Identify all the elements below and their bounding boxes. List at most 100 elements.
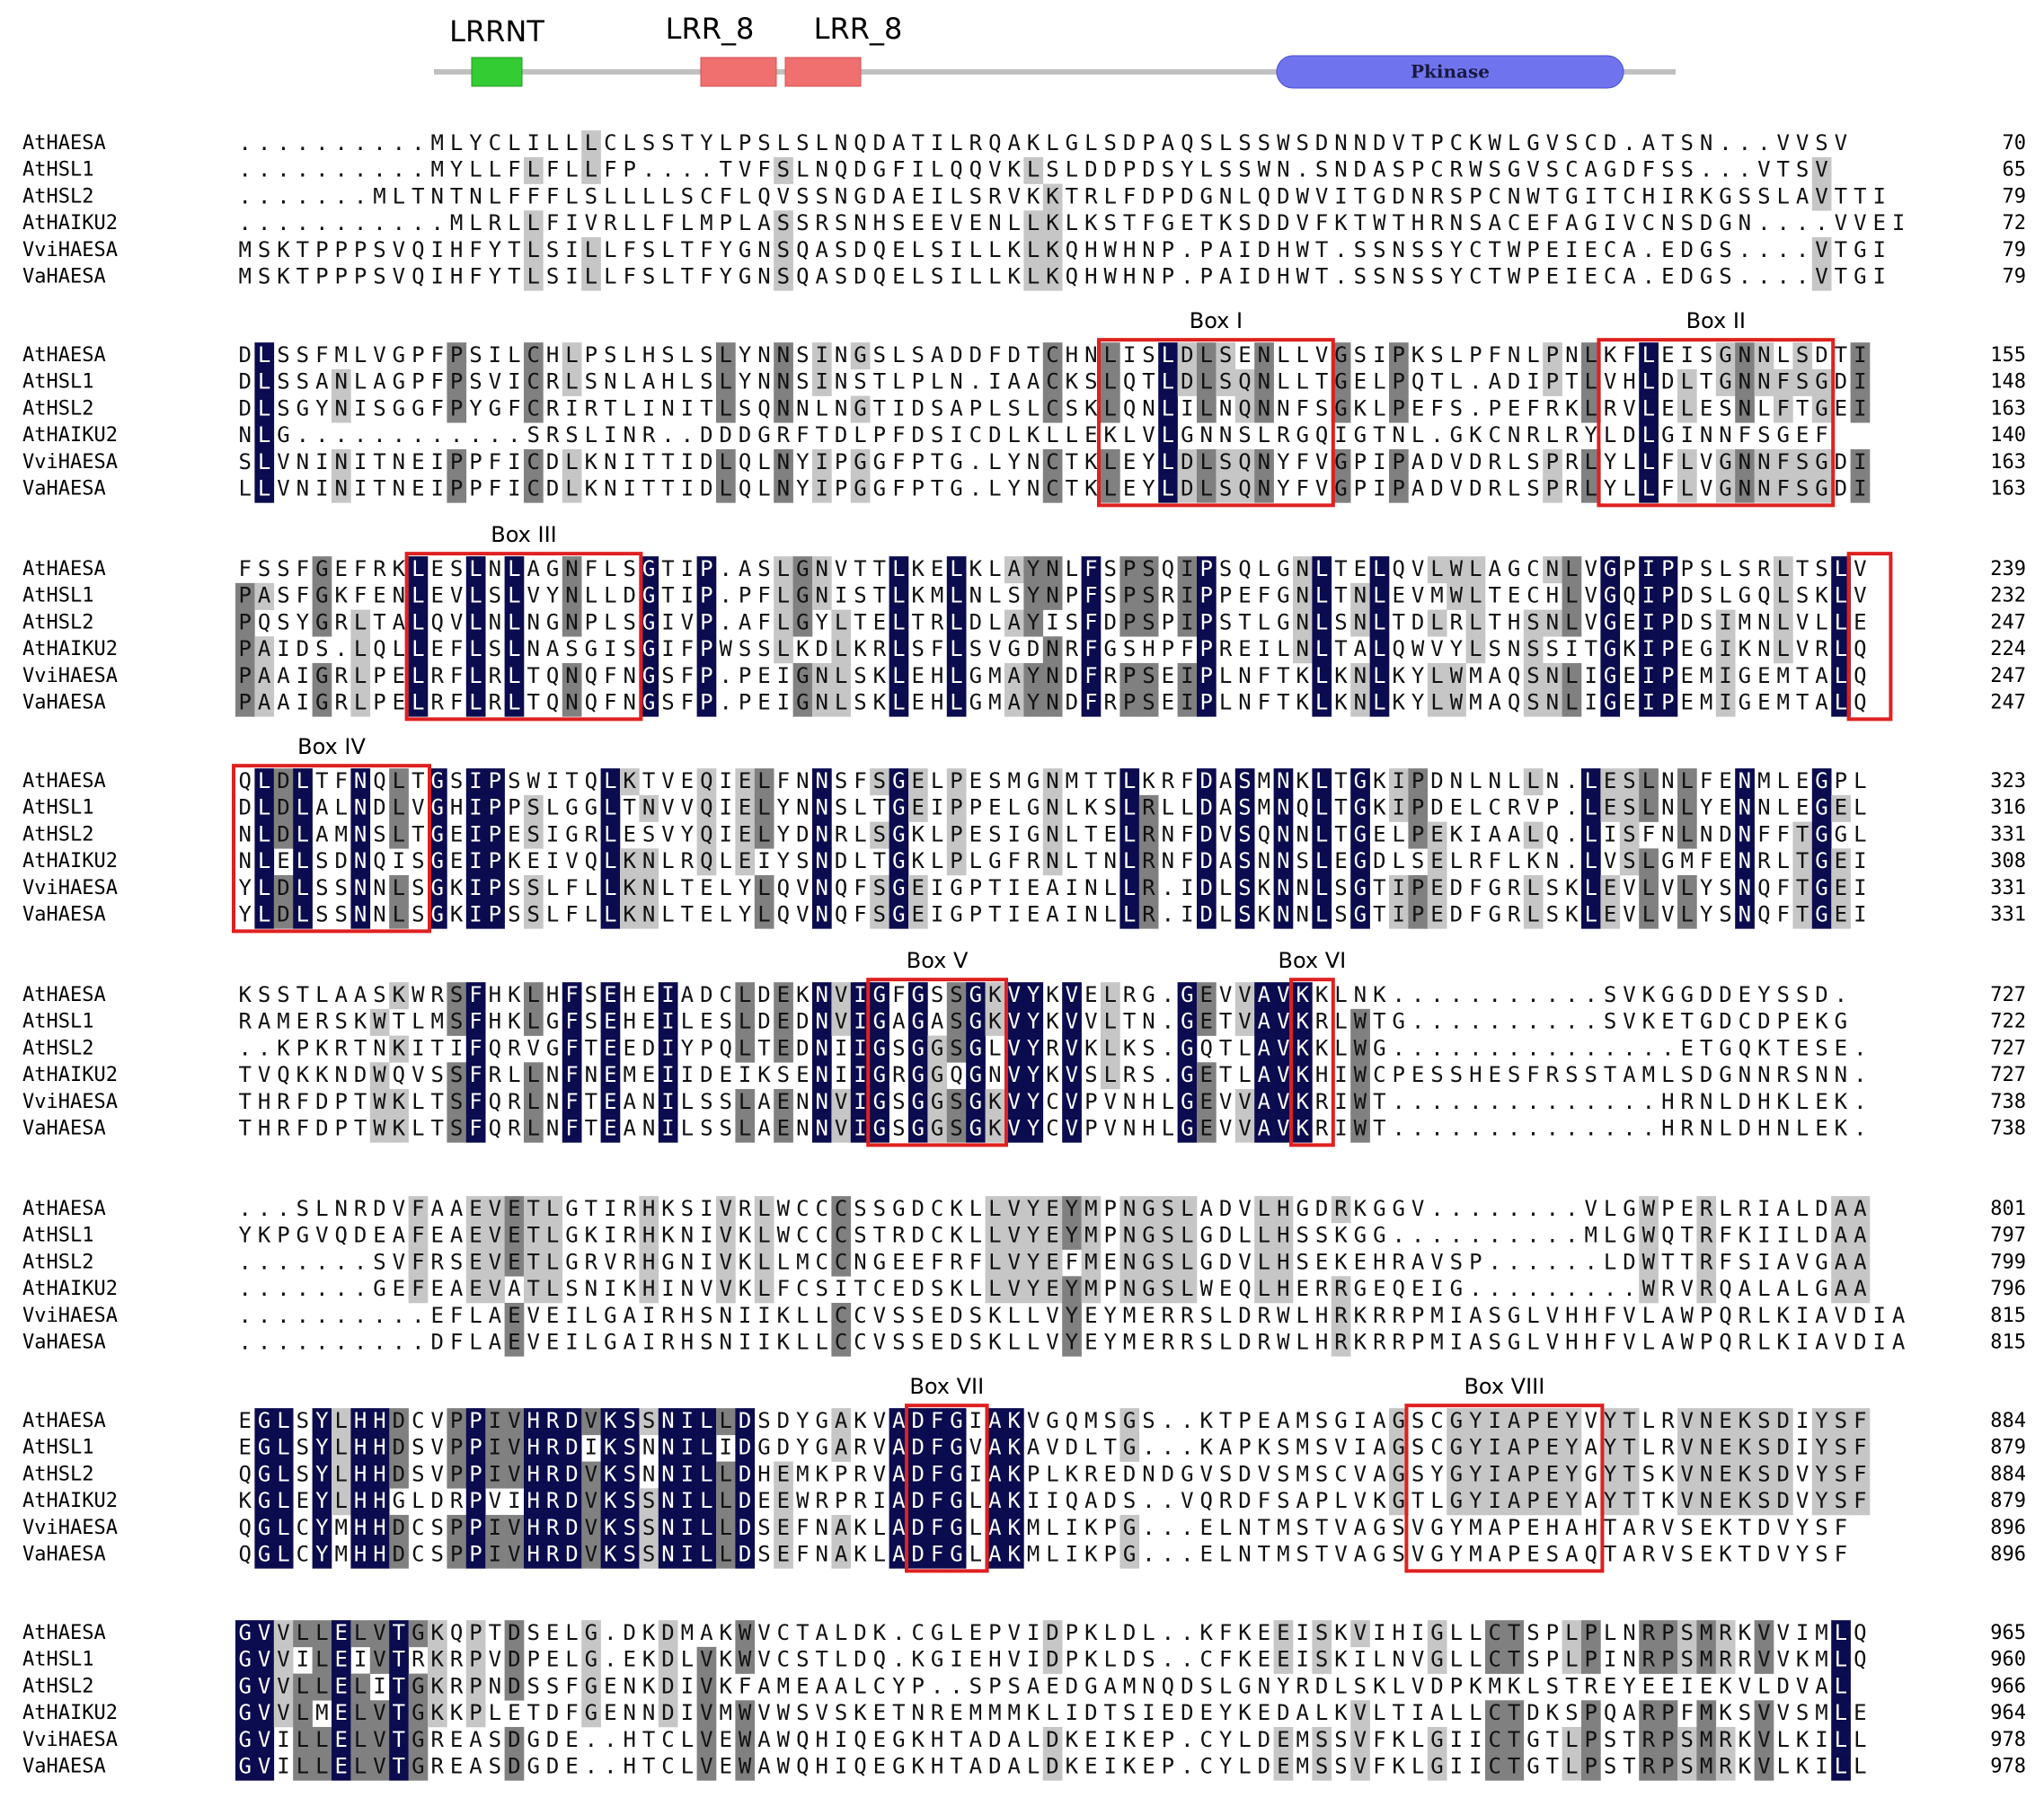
residue-number: 331 xyxy=(1990,904,2026,926)
sequence: ..........DFLAEVEILGAIRHSNIIKLLCCVSSEDSK… xyxy=(238,1330,1905,1355)
residue-number: 738 xyxy=(1990,1091,2026,1113)
sequence-name: VviHAESA xyxy=(22,877,118,899)
domain-label: Pkinase xyxy=(1411,61,1490,83)
box-label: Box VI xyxy=(1279,948,1347,973)
box-label: Box IV xyxy=(297,734,366,759)
sequence-name: VaHAESA xyxy=(22,1332,106,1354)
box-label: Box III xyxy=(491,522,556,547)
residue-number: 960 xyxy=(1990,1649,2026,1671)
residue-number: 247 xyxy=(1990,692,2026,714)
sequence-name: VaHAESA xyxy=(22,478,106,500)
sequence-name: AtHAESA xyxy=(22,132,106,155)
sequence: LLVNINITNEIPPFICDLKNITTIDLQLNYIPGGFPTG.L… xyxy=(238,476,1866,501)
residue-number: 884 xyxy=(1990,1410,2026,1432)
residue-number: 815 xyxy=(1990,1305,2026,1327)
residue-number: 308 xyxy=(1990,850,2026,872)
residue-number: 232 xyxy=(1990,585,2026,607)
residue-number: 163 xyxy=(1990,478,2026,500)
sequence-name: AtHAIKU2 xyxy=(22,850,118,872)
sequence-name: VaHAESA xyxy=(22,1118,106,1140)
residue-number: 799 xyxy=(1990,1251,2026,1273)
residue-number: 148 xyxy=(1990,371,2026,394)
residue-number: 79 xyxy=(2003,266,2027,288)
residue-number: 801 xyxy=(1990,1198,2026,1220)
residue-number: 65 xyxy=(2003,159,2027,182)
residue-number: 978 xyxy=(1990,1756,2026,1778)
sequence-name: AtHAIKU2 xyxy=(22,1490,118,1512)
residue-number: 727 xyxy=(1990,984,2026,1006)
sequence-name: VviHAESA xyxy=(22,1305,118,1327)
box-label: Box VIII xyxy=(1464,1374,1544,1399)
residue-number: 896 xyxy=(1990,1517,2026,1539)
sequence: DLSSANLAGPFPSVICRLSNLAHLSLYNNSINSTLPLN.I… xyxy=(238,369,1866,394)
residue-number: 965 xyxy=(1990,1622,2026,1644)
residue-number: 224 xyxy=(1990,638,2026,660)
sequence-name: AtHSL2 xyxy=(22,1463,93,1485)
sequence-name: AtHSL2 xyxy=(22,611,93,633)
sequence-name: AtHSL1 xyxy=(22,797,93,819)
sequence-name: AtHAIKU2 xyxy=(22,1064,118,1086)
box-label: Box I xyxy=(1190,308,1243,333)
sequence-name: VaHAESA xyxy=(22,1756,106,1778)
residue-number: 978 xyxy=(1990,1729,2026,1751)
sequence-name: AtHAESA xyxy=(22,770,106,793)
sequence-name: AtHSL2 xyxy=(22,1037,93,1059)
residue-number: 331 xyxy=(1990,823,2026,846)
sequence: GVVLLELITGKRPNDSSFGENKDIVKFAMEAALCYP..SP… xyxy=(238,1673,1847,1698)
sequence: SLVNINITNEIPPFICDLKNITTIDLQLNYIPGGFPTG.L… xyxy=(238,449,1866,474)
residue-number: 966 xyxy=(1990,1675,2026,1697)
domain-label: LRR_8 xyxy=(814,12,903,46)
sequence-name: AtHSL1 xyxy=(22,1649,93,1671)
residue-number: 796 xyxy=(1990,1278,2026,1300)
sequence-name: AtHSL2 xyxy=(22,823,93,846)
residue-number: 70 xyxy=(2003,132,2027,155)
sequence-name: AtHAESA xyxy=(22,558,106,580)
residue-number: 738 xyxy=(1990,1118,2026,1140)
residue-number: 163 xyxy=(1990,451,2026,474)
residue-number: 140 xyxy=(1990,424,2026,447)
sequence-name: AtHAIKU2 xyxy=(22,424,118,447)
residue-number: 323 xyxy=(1990,770,2026,793)
sequence-name: AtHSL1 xyxy=(22,1437,93,1459)
residue-number: 964 xyxy=(1990,1702,2026,1724)
residue-number: 879 xyxy=(1990,1490,2026,1512)
sequence: GVILLELVTGREASDGDE..HTCLVEWAWQHIQEGKHTAD… xyxy=(238,1754,1866,1779)
residue-number: 239 xyxy=(1990,558,2026,580)
residue-number: 879 xyxy=(1990,1437,2026,1459)
residue-number: 79 xyxy=(2003,185,2027,208)
sequence-name: VaHAESA xyxy=(22,692,106,714)
residue-number: 727 xyxy=(1990,1037,2026,1059)
sequence-name: AtHAIKU2 xyxy=(22,212,118,235)
domain-lrrnt xyxy=(472,58,522,86)
sequence-name: AtHAESA xyxy=(22,984,106,1006)
sequence-name: AtHAESA xyxy=(22,1622,106,1644)
box-label: Box II xyxy=(1686,308,1746,333)
residue-number: 79 xyxy=(2003,239,2027,261)
sequence-name: AtHSL1 xyxy=(22,1011,93,1033)
sequence-name: AtHSL1 xyxy=(22,159,93,182)
sequence-name: VaHAESA xyxy=(22,1544,106,1566)
sequence-name: AtHSL2 xyxy=(22,1251,93,1273)
sequence-name: VviHAESA xyxy=(22,1091,118,1113)
sequence-name: VviHAESA xyxy=(22,239,118,261)
sequence-name: VviHAESA xyxy=(22,665,118,687)
sequence: DLSGYNISGGFPYGFCRIRTLINITLSQNNLNGTIDSAPL… xyxy=(238,395,1866,421)
sequence-name: AtHSL2 xyxy=(22,397,93,420)
sequence-name: AtHAESA xyxy=(22,344,106,367)
sequence: GVILLELVTGREASDGDE..HTCLVEWAWQHIQEGKHTAD… xyxy=(238,1727,1866,1752)
residue-number: 884 xyxy=(1990,1463,2026,1485)
sequence: NLG............SRSLINR..DDDGRFTDLPFDSICD… xyxy=(238,422,1827,447)
sequence-name: VaHAESA xyxy=(22,266,106,288)
sequence-name: AtHSL2 xyxy=(22,1675,93,1697)
residue-number: 247 xyxy=(1990,665,2026,687)
residue-number: 163 xyxy=(1990,397,2026,420)
sequence-name: AtHAIKU2 xyxy=(22,1278,118,1300)
sequence-name: VviHAESA xyxy=(22,451,118,474)
sequence: DLSSFMLVGPFPSILCHLPSLHSLSLYNNSINGSLSADDF… xyxy=(238,342,1866,368)
domain-label: LRR_8 xyxy=(666,12,755,46)
sequence-name: AtHSL1 xyxy=(22,1225,93,1247)
residue-number: 331 xyxy=(1990,877,2026,899)
sequence-name: AtHAIKU2 xyxy=(22,638,118,660)
residue-number: 727 xyxy=(1990,1064,2026,1086)
sequence-name: AtHSL1 xyxy=(22,585,93,607)
